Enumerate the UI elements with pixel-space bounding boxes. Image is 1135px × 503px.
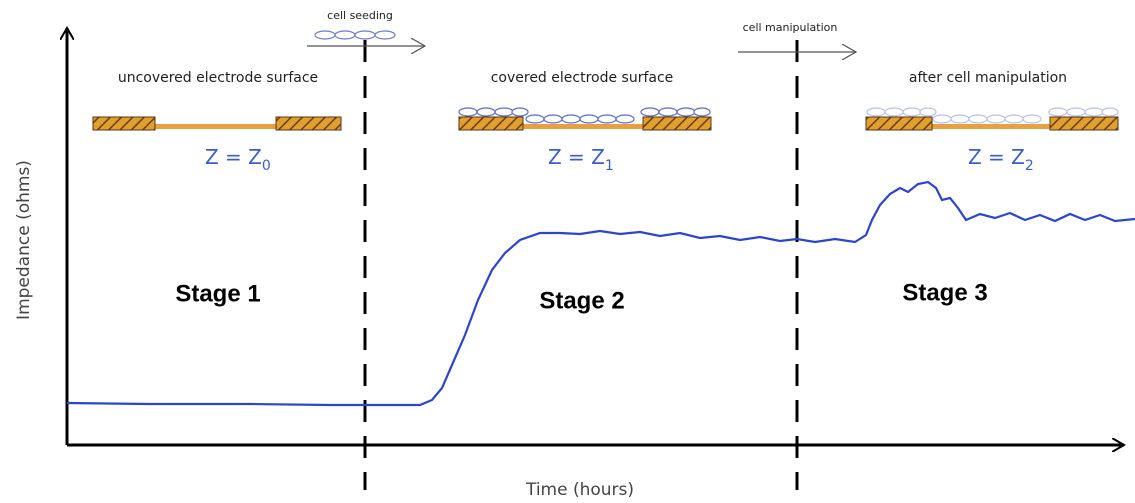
arrow-label: cell seeding bbox=[327, 9, 393, 22]
subscript: 1 bbox=[605, 158, 614, 174]
stage-caption: uncovered electrode surface bbox=[118, 70, 318, 86]
subscript: 2 bbox=[1025, 158, 1034, 174]
stage-caption: after cell manipulation bbox=[909, 70, 1067, 86]
electrode bbox=[93, 117, 341, 130]
cell-icons bbox=[315, 31, 395, 39]
equation: Z = Z bbox=[205, 145, 262, 169]
equation: Z = Z bbox=[968, 145, 1025, 169]
equation: Z = Z bbox=[548, 145, 605, 169]
x-axis-label: Time (hours) bbox=[525, 480, 634, 500]
y-axis-label: Impedance (ohms) bbox=[14, 160, 34, 320]
stage-label: Stage 3 bbox=[902, 279, 987, 306]
stage-caption: covered electrode surface bbox=[491, 70, 674, 86]
electrode bbox=[866, 108, 1118, 130]
impedance-equation: Z = Z0 bbox=[205, 145, 271, 175]
stage-label: Stage 1 bbox=[175, 280, 260, 307]
stage-label: Stage 2 bbox=[539, 287, 624, 314]
electrode bbox=[459, 108, 711, 130]
impedance-equation: Z = Z2 bbox=[968, 145, 1034, 175]
arrow-label: cell manipulation bbox=[743, 21, 838, 34]
impedance-equation: Z = Z1 bbox=[548, 145, 614, 175]
subscript: 0 bbox=[262, 158, 271, 174]
diagram: Impedance (ohms) Time (hours) cell seedi… bbox=[0, 0, 1135, 503]
